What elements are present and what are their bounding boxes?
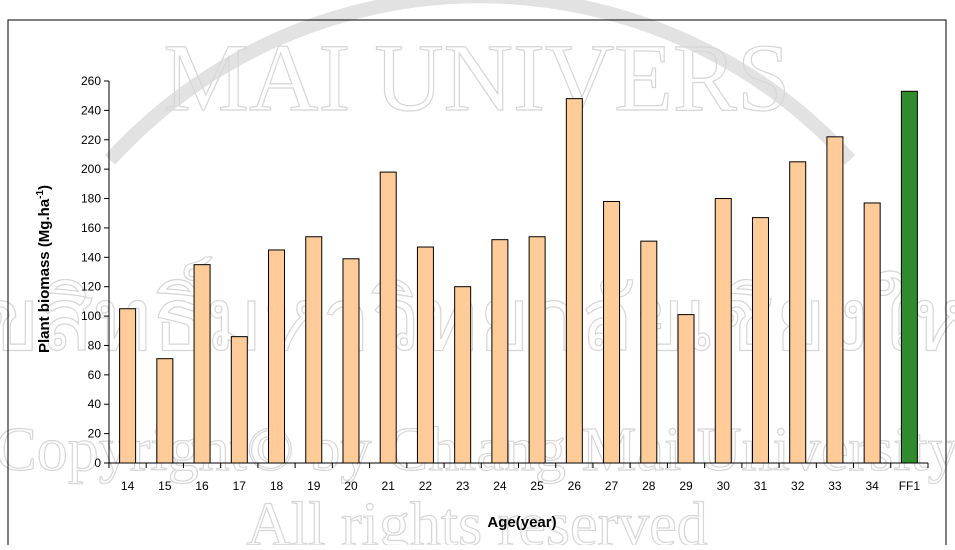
bar bbox=[863, 202, 881, 464]
x-tick-label: 24 bbox=[493, 479, 507, 493]
y-axis-title-end: ) bbox=[36, 185, 53, 190]
bar bbox=[305, 236, 323, 464]
x-tick-label: 18 bbox=[270, 479, 284, 493]
bar bbox=[193, 264, 211, 464]
bar bbox=[491, 239, 509, 464]
bar bbox=[119, 308, 137, 464]
y-axis-title-sup: -1 bbox=[35, 190, 46, 199]
y-tick-label: 200 bbox=[81, 162, 101, 176]
x-tick-label: 29 bbox=[679, 479, 693, 493]
y-tick-label: 60 bbox=[88, 368, 102, 382]
x-tick-label: 26 bbox=[568, 479, 582, 493]
bar bbox=[789, 161, 807, 464]
bar bbox=[268, 249, 286, 464]
bar-highlight bbox=[900, 90, 918, 464]
y-tick-label: 100 bbox=[81, 309, 101, 323]
x-tick-label: 25 bbox=[530, 479, 544, 493]
plot-area: 0 20 40 60 80 100 120 140 160 180 200 220 240 260 14 15… bbox=[81, 74, 929, 493]
watermark-top-text: MAI UNIVERS bbox=[164, 24, 791, 131]
x-tick-label: FF1 bbox=[899, 479, 921, 493]
bar bbox=[603, 200, 621, 464]
y-tick-label: 40 bbox=[88, 397, 102, 411]
y-tick-label: 0 bbox=[94, 456, 101, 470]
bar bbox=[640, 240, 658, 464]
y-tick-label: 260 bbox=[81, 74, 101, 88]
x-tick-label: 14 bbox=[121, 479, 135, 493]
x-tick-label: 23 bbox=[456, 479, 470, 493]
x-tick-label: 27 bbox=[605, 479, 619, 493]
watermark-arc bbox=[104, 0, 856, 165]
x-tick-label: 21 bbox=[382, 479, 396, 493]
x-tick-label: 34 bbox=[865, 479, 879, 493]
watermark-line-copyright: Copyright© by Chiang Mai University bbox=[0, 416, 955, 484]
x-tick-label: 17 bbox=[233, 479, 247, 493]
bar bbox=[454, 286, 472, 464]
y-tick-label: 80 bbox=[88, 338, 102, 352]
bar bbox=[677, 314, 695, 464]
x-tick-label: 20 bbox=[344, 479, 358, 493]
bar bbox=[342, 258, 360, 464]
x-tick-label: 28 bbox=[642, 479, 656, 493]
x-tick-label: 22 bbox=[419, 479, 433, 493]
x-tick-label: 31 bbox=[754, 479, 768, 493]
x-tick-label: 15 bbox=[158, 479, 172, 493]
bar bbox=[416, 246, 434, 464]
y-tick-label: 120 bbox=[81, 280, 101, 294]
x-tick-label: 19 bbox=[307, 479, 321, 493]
y-axis-title-main: Plant biomass (Mg.ha bbox=[36, 198, 53, 353]
bar bbox=[230, 336, 248, 464]
x-tick-label: 30 bbox=[717, 479, 731, 493]
x-tick-label: 16 bbox=[195, 479, 209, 493]
bar bbox=[156, 358, 174, 464]
y-tick-label: 240 bbox=[81, 103, 101, 117]
x-tick-label: 33 bbox=[828, 479, 842, 493]
bar bbox=[528, 236, 546, 464]
y-tick-label: 20 bbox=[88, 427, 102, 441]
chart-frame bbox=[7, 19, 947, 545]
bar bbox=[751, 217, 769, 464]
bar bbox=[714, 198, 732, 464]
y-tick-label: 140 bbox=[81, 250, 101, 264]
watermark-line-thai: ลิขสิทธิ์มหาวิทยาลัยเชียงใหม่ bbox=[0, 257, 955, 370]
watermark-line-rights: All rights reserved bbox=[246, 491, 707, 545]
x-tick-label: 32 bbox=[791, 479, 805, 493]
bar bbox=[379, 171, 397, 464]
bar bbox=[826, 136, 844, 464]
y-tick-label: 160 bbox=[81, 221, 101, 235]
y-tick-label: 220 bbox=[81, 133, 101, 147]
y-tick-label: 180 bbox=[81, 192, 101, 206]
bar bbox=[565, 98, 583, 464]
x-axis-title: Age(year) bbox=[487, 514, 556, 531]
y-axis-title: Plant biomass (Mg.ha-1) bbox=[35, 185, 53, 353]
